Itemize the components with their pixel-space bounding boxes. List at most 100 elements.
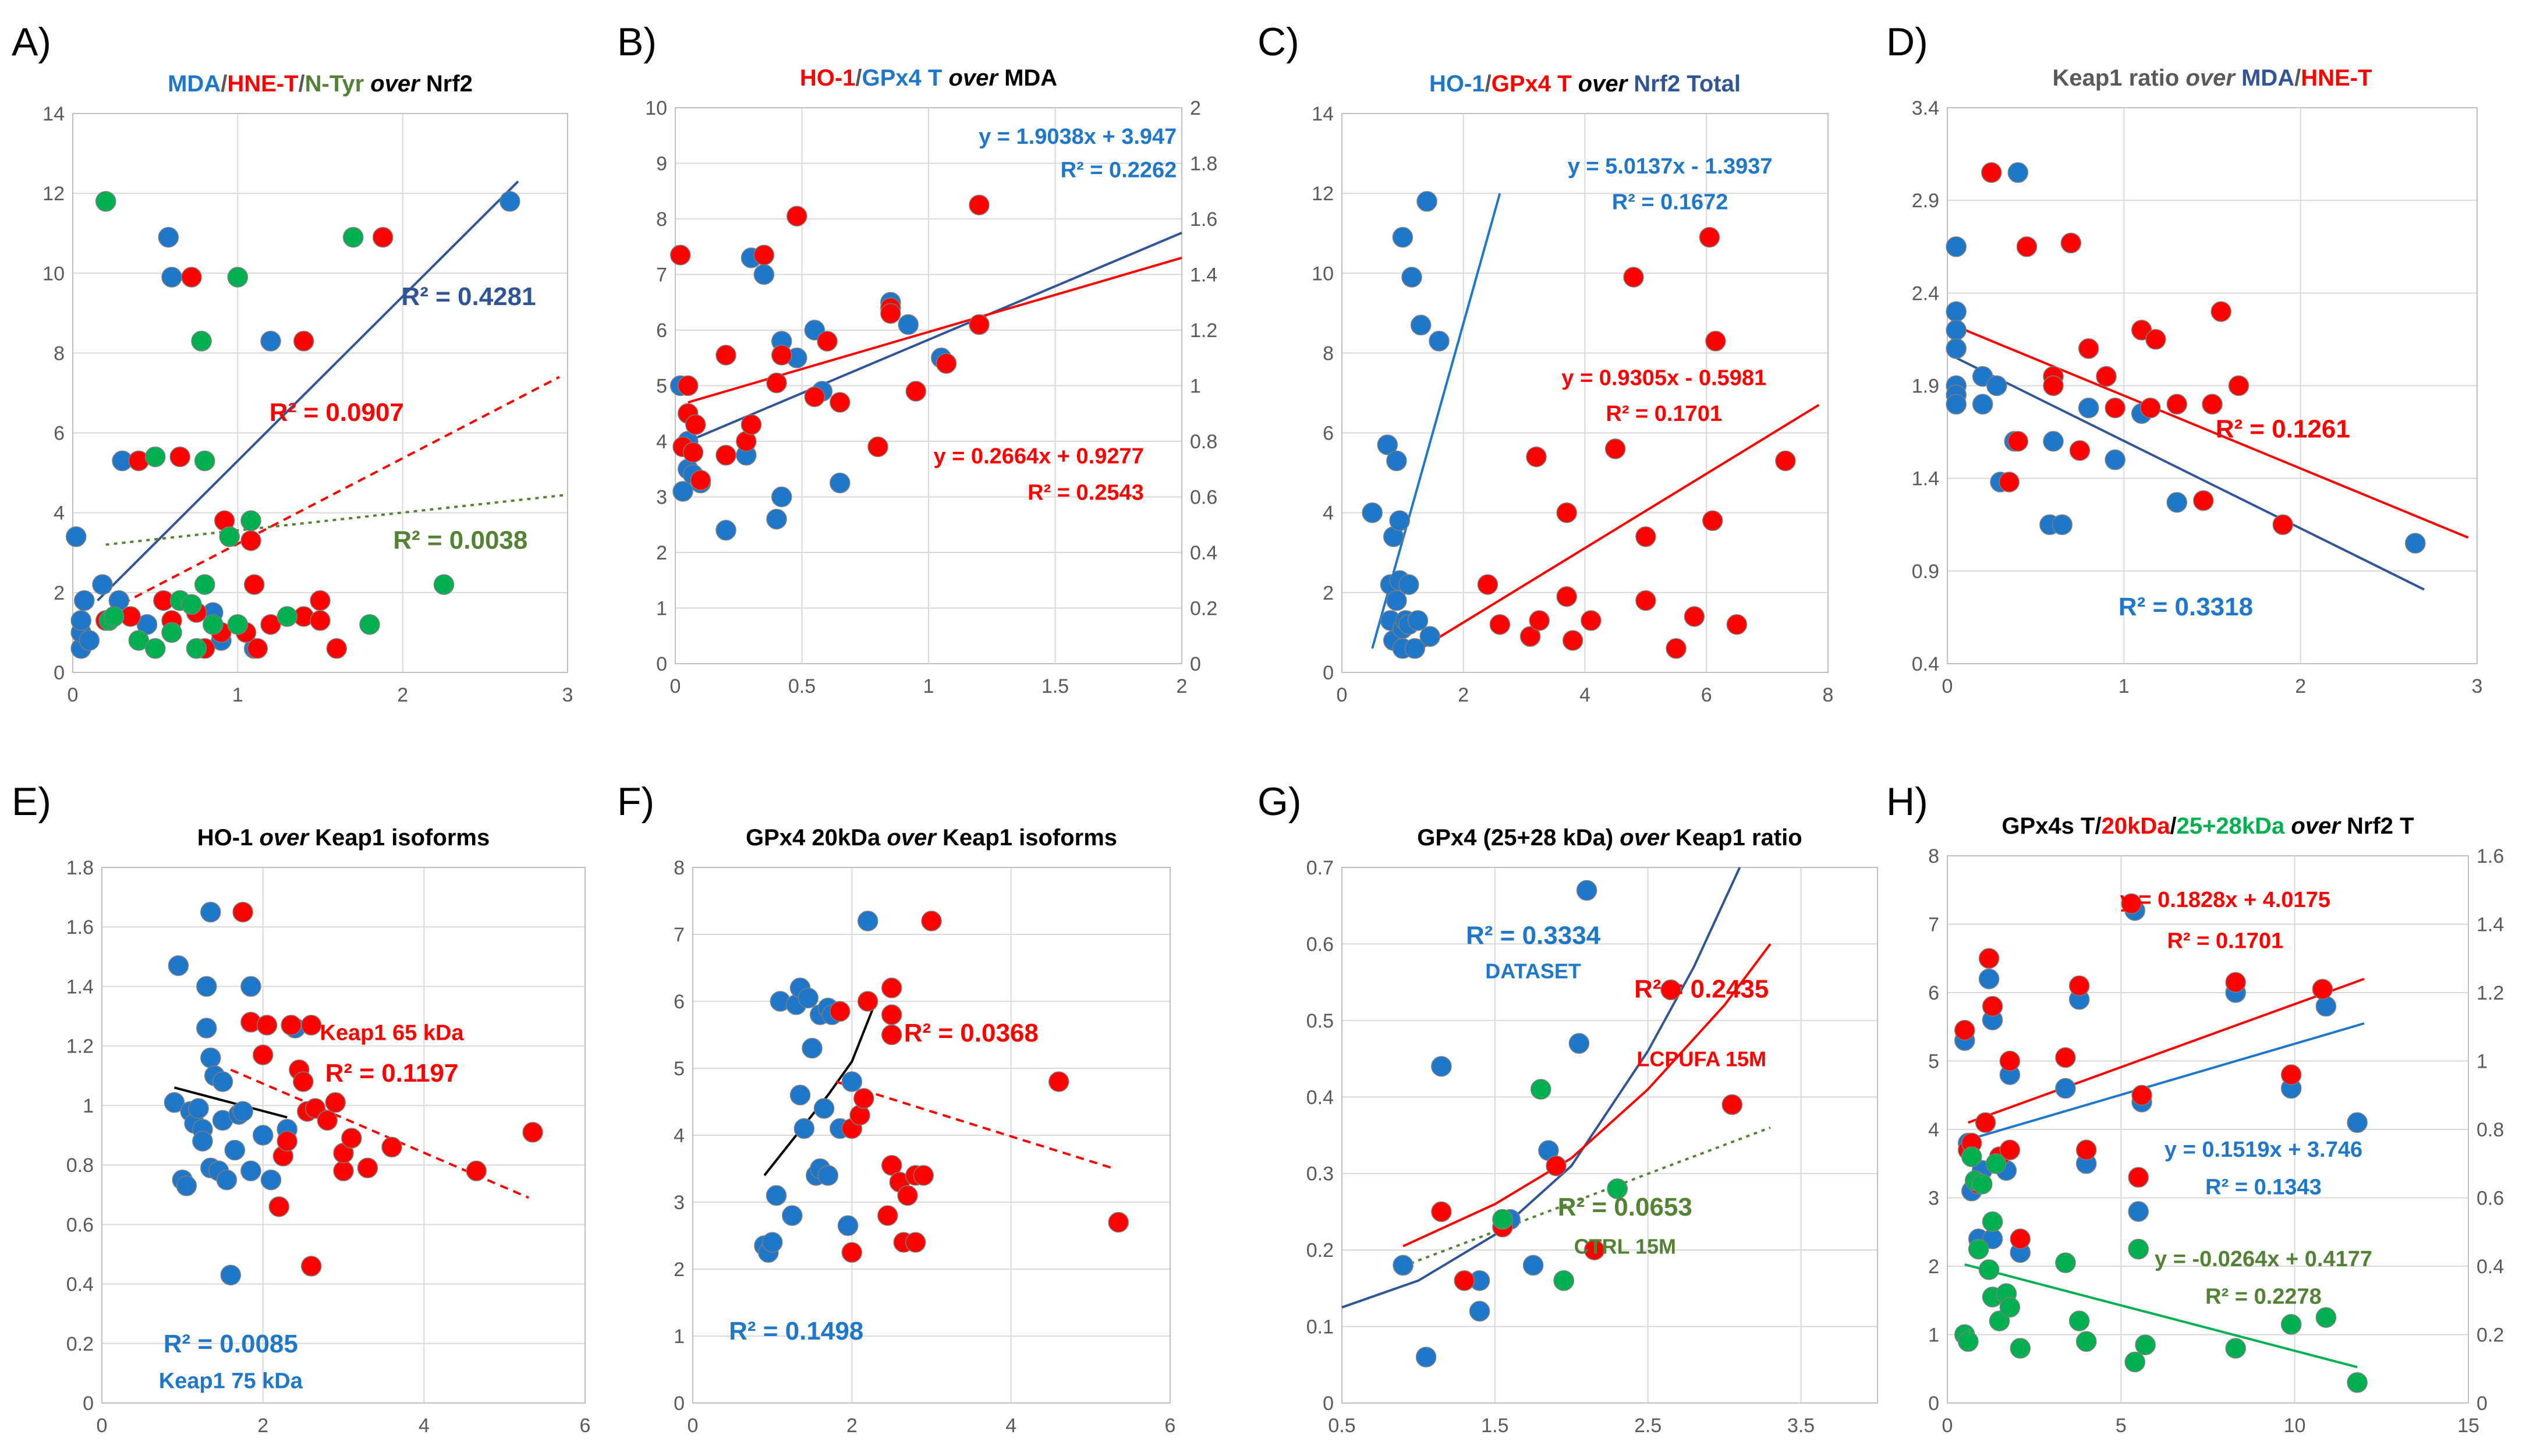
data-point	[192, 1131, 213, 1152]
trendline	[1964, 1263, 2358, 1369]
data-point	[936, 353, 957, 374]
y-tick-label: 0	[54, 662, 65, 684]
trendline	[687, 232, 1182, 442]
data-point	[232, 1101, 253, 1122]
y-tick-label: 0.7	[1306, 857, 1334, 879]
annotation-label: R² = 0.3334	[1466, 921, 1601, 950]
chart-title: Keap1 ratio over MDA/HNE-T	[2052, 65, 2372, 91]
data-point	[2055, 1047, 2076, 1068]
data-point	[1978, 1259, 2000, 1280]
data-point	[247, 638, 268, 659]
data-point	[1377, 434, 1398, 455]
data-point	[1108, 1211, 1129, 1233]
y-tick-label: 4	[1323, 502, 1334, 525]
y-tick-label: 1.4	[1912, 468, 1939, 490]
data-point	[203, 614, 224, 635]
chart-title-part: HNE-T	[2301, 65, 2372, 91]
y-tick-label: 12	[1312, 183, 1334, 205]
y-tick-label: 12	[42, 183, 65, 205]
data-point	[905, 381, 927, 402]
chart-title-part: GPx4 T	[862, 65, 943, 91]
data-point	[2007, 431, 2029, 452]
y2-tick-label: 2	[1190, 97, 1201, 119]
panel-letter: B)	[617, 20, 657, 64]
x-tick-label: 3	[562, 684, 573, 706]
data-point	[158, 226, 179, 248]
data-point	[2135, 1334, 2156, 1355]
y-tick-label: 9	[656, 153, 667, 175]
data-point	[841, 1242, 863, 1263]
chart-title: GPx4 20kDa over Keap1 isoforms	[746, 825, 1117, 851]
chart-title: HO-1/GPx4 T over Nrf2 Total	[1429, 71, 1741, 97]
x-tick-label: 8	[1823, 684, 1834, 706]
data-point	[128, 630, 150, 651]
data-point	[877, 1205, 898, 1226]
y-tick-label: 6	[1323, 423, 1334, 445]
y-tick-label: 5	[674, 1058, 685, 1080]
trendline	[1968, 977, 2365, 1124]
data-point	[1604, 438, 1626, 459]
data-point	[2131, 1085, 2152, 1106]
data-point	[220, 1264, 242, 1285]
y-tick-label: 2	[1323, 582, 1334, 604]
y-tick-label: 5	[656, 375, 667, 398]
y-tick-label: 8	[1928, 845, 1939, 867]
data-point	[1958, 1331, 1979, 1352]
x-tick-label: 0	[1942, 675, 1953, 697]
data-point	[1999, 1139, 2021, 1161]
data-point	[256, 1015, 278, 1036]
chart-title-part: Keap1 isoforms	[943, 825, 1117, 851]
data-point	[200, 901, 221, 923]
data-point	[798, 987, 819, 1009]
annotation-label: DATASET	[1485, 959, 1581, 983]
data-point	[1999, 1050, 2021, 1072]
data-point	[1775, 450, 1796, 472]
data-point	[281, 1015, 302, 1036]
plot-frame	[72, 113, 568, 673]
data-point	[260, 614, 281, 635]
data-point	[2068, 1310, 2090, 1331]
data-point	[1519, 626, 1541, 647]
data-point	[789, 1085, 811, 1106]
chart-title-part: Nrf2	[426, 71, 473, 97]
chart-title-part: over	[2179, 65, 2241, 91]
y-tick-label: 0.4	[66, 1274, 94, 1296]
data-point	[1419, 626, 1441, 647]
data-point	[685, 414, 706, 435]
trendline	[763, 1001, 877, 1177]
annotation-label: R² = 0.0038	[393, 526, 527, 554]
data-point	[1971, 1174, 1993, 1195]
x-tick-label: 2	[2295, 675, 2306, 697]
chart-title-part: 25+28kDa	[2177, 813, 2285, 839]
chart-title-part: 20kDa	[2102, 813, 2171, 839]
data-point	[793, 1118, 815, 1139]
chart-title-part: MDA	[1004, 65, 1057, 91]
data-point	[144, 638, 166, 659]
y2-tick-label: 0.4	[1190, 542, 1217, 564]
annotation-label: R² = 0.4281	[401, 282, 536, 311]
chart-title-part: MDA	[168, 71, 221, 97]
y-tick-label: 1	[1928, 1324, 1939, 1347]
data-point	[359, 614, 380, 635]
y-tick-label: 7	[674, 924, 685, 946]
x-tick-label: 4	[419, 1415, 430, 1437]
data-point	[194, 574, 215, 595]
data-point	[164, 1092, 185, 1113]
y-tick-label: 0.6	[1306, 933, 1334, 955]
data-point	[372, 226, 394, 248]
data-point	[2128, 1238, 2149, 1260]
y-tick-label: 0	[1323, 1393, 1334, 1415]
data-point	[898, 314, 919, 335]
data-point	[357, 1157, 378, 1178]
data-point	[161, 267, 182, 288]
data-point	[2016, 236, 2038, 257]
data-point	[1946, 338, 1967, 359]
trendline	[835, 1081, 1115, 1170]
y2-tick-label: 0.6	[2477, 1188, 2504, 1210]
y2-tick-label: 1	[1190, 375, 1201, 398]
x-tick-label: 0	[688, 1415, 699, 1437]
data-point	[715, 445, 736, 466]
panel-E: E) 0 0.2 0.4 0.6 0.8 1 1.2 1.4 1.6 1.8 0 2 4 6 HO-1 ove…	[12, 780, 590, 1437]
data-point	[1999, 472, 2020, 493]
data-point	[1702, 510, 1723, 532]
